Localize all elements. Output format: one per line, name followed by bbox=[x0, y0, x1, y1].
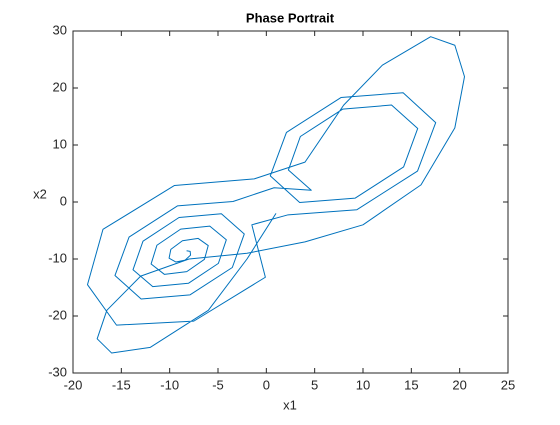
x-tick-label: -10 bbox=[160, 377, 179, 392]
x-tick-label: -20 bbox=[64, 377, 83, 392]
x-tick-label: 25 bbox=[501, 377, 515, 392]
y-axis-label: x2 bbox=[33, 186, 47, 201]
y-tick-label: -10 bbox=[48, 250, 67, 265]
x-tick-label: -15 bbox=[112, 377, 131, 392]
x-axis-label: x1 bbox=[283, 397, 297, 412]
x-tick-label: 5 bbox=[311, 377, 318, 392]
y-tick-label: 20 bbox=[53, 79, 67, 94]
trajectory bbox=[87, 36, 465, 354]
y-tick-label: 0 bbox=[60, 193, 67, 208]
y-tick-label: -20 bbox=[48, 307, 67, 322]
chart-title: Phase Portrait bbox=[246, 10, 335, 25]
x-tick-label: 20 bbox=[452, 377, 466, 392]
axes-box bbox=[72, 30, 509, 374]
y-tick-label: -30 bbox=[48, 364, 67, 379]
y-tick-label: 30 bbox=[53, 22, 67, 37]
x-tick-label: 0 bbox=[263, 377, 270, 392]
y-tick-label: 10 bbox=[53, 136, 67, 151]
x-tick-label: 10 bbox=[356, 377, 370, 392]
x-tick-label: -5 bbox=[212, 377, 224, 392]
x-tick-label: 15 bbox=[404, 377, 418, 392]
